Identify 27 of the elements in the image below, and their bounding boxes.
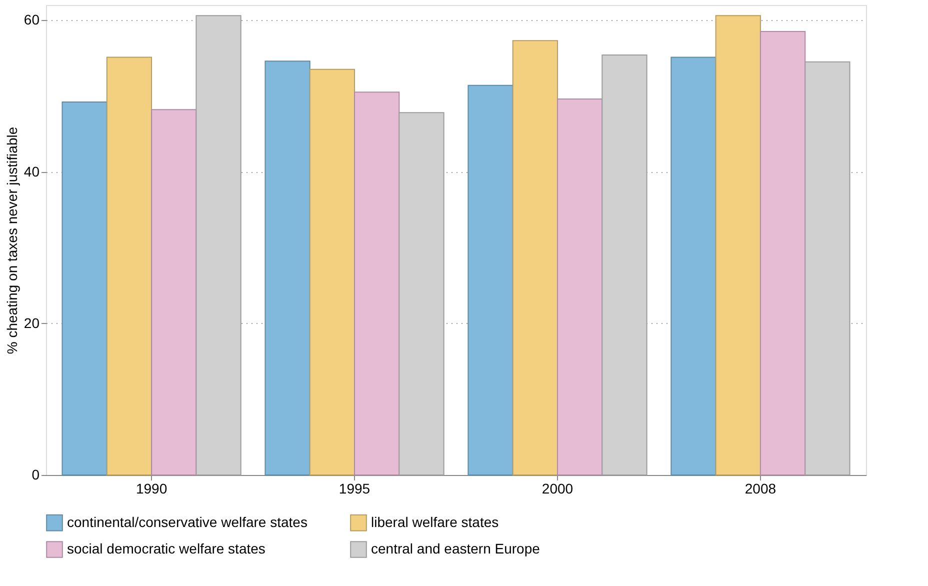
y-tick-label: 40 — [24, 163, 40, 180]
x-tick-label: 1995 — [338, 480, 370, 496]
bar — [512, 40, 558, 476]
legend-label: social democratic welfare states — [67, 540, 266, 556]
x-tick-label: 2008 — [744, 480, 776, 496]
y-tick-label: 0 — [32, 466, 40, 482]
bar — [62, 102, 108, 476]
bar — [309, 68, 356, 476]
bar — [760, 31, 806, 476]
bar — [715, 15, 761, 476]
x-tick-label: 1990 — [136, 480, 168, 496]
bar — [556, 98, 603, 476]
bar — [264, 60, 310, 476]
legend-label: central and eastern Europe — [371, 540, 540, 556]
bar — [106, 56, 152, 476]
y-tick-label: 60 — [24, 12, 40, 28]
legend-label: continental/conservative welfare states — [67, 514, 308, 530]
bar — [670, 56, 716, 476]
bar — [151, 109, 197, 476]
bar — [602, 54, 648, 476]
bar — [468, 84, 514, 476]
y-axis-title: % cheating on taxes never justifiable — [4, 126, 20, 354]
legend-label: liberal welfare states — [371, 514, 499, 530]
y-tick-label: 20 — [24, 314, 40, 331]
bar — [398, 112, 444, 476]
x-tick-label: 2000 — [542, 480, 574, 496]
bar — [354, 92, 400, 476]
